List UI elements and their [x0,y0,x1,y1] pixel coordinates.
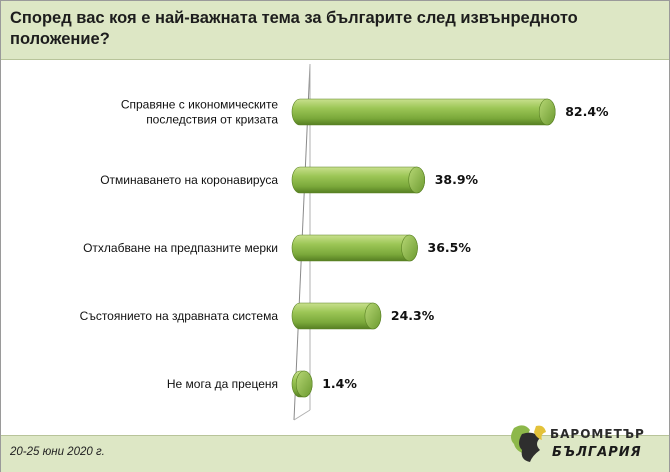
category-label-line: последствия от кризата [146,113,278,127]
title-bar [1,1,669,60]
barometer-logo: БАРОМЕТЪР БЪЛГАРИЯ [511,425,645,462]
category-label-5: Не мога да преценя [167,377,278,391]
bar-body [291,98,556,126]
category-label-line: Отхлабване на предпазните мерки [83,241,278,255]
value-label-1: 82.4% [565,104,609,119]
category-label-1: Справяне с икономическите последствия от … [121,98,278,127]
value-label-3: 36.5% [428,240,472,255]
chart-plot: 82.4% Справяне с икономическите последстви… [80,63,609,421]
category-label-line: Състоянието на здравната система [80,309,279,323]
footer-date: 20-25 юни 2020 г. [10,446,105,458]
footer-bar [1,435,669,472]
category-label-line: Отминаването на коронавируса [100,173,278,187]
bar-4 [291,302,382,330]
bar-cap [408,166,426,194]
logo-mark [511,425,546,462]
value-label-4: 24.3% [391,308,435,323]
value-label-2: 38.9% [435,172,479,187]
bar-5 [291,370,313,398]
bar-cap [538,98,556,126]
bar-cap [401,234,418,262]
bar-3 [291,234,418,262]
bar-2 [291,166,426,194]
bar-cap [364,302,382,330]
bar-cap [295,370,313,398]
category-label-2: Отминаването на коронавируса [100,173,278,187]
axis-floor-edge [293,409,311,421]
bar-1 [291,98,556,126]
category-label-line: Справяне с икономическите [121,98,278,112]
value-label-5: 1.4% [322,376,357,391]
logo-line2: БЪЛГАРИЯ [552,445,642,460]
bar-body [291,234,418,262]
category-label-3: Отхлабване на предпазните мерки [83,241,278,255]
category-label-4: Състоянието на здравната система [80,309,279,323]
category-label-line: Не мога да преценя [167,377,278,391]
bar-body [291,166,425,194]
logo-line1: БАРОМЕТЪР [550,427,645,441]
chart-title: Според вас коя е най-важната тема за бъл… [10,9,578,48]
